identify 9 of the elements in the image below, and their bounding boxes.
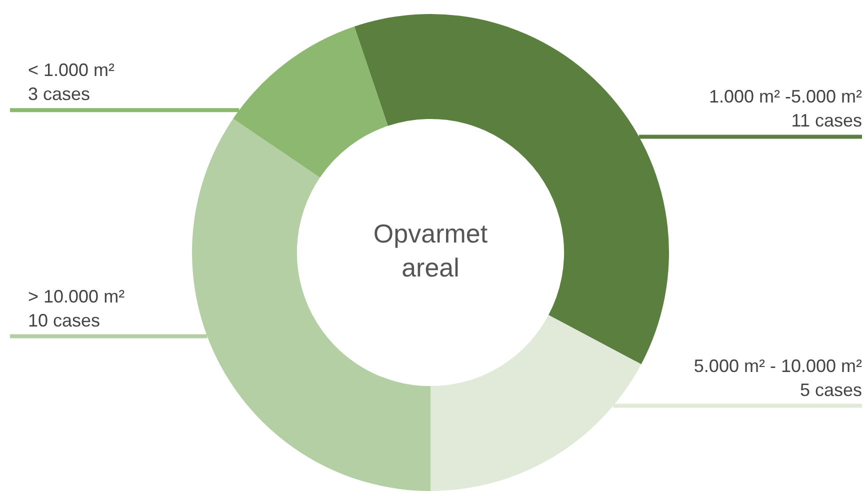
data-label: 10 cases (28, 310, 100, 330)
slice-label: > 10.000 m² (28, 286, 125, 306)
data-label: 5 cases (800, 380, 862, 400)
slice-label: 1.000 m² -5.000 m² (708, 86, 862, 107)
slice-label: 5.000 m² - 10.000 m² (694, 356, 862, 376)
text: Opvarmet areal (373, 218, 488, 283)
slice-label: < 1.000 m² (28, 60, 115, 80)
data-label: 3 cases (28, 84, 90, 104)
data-label: 11 cases (791, 110, 862, 131)
